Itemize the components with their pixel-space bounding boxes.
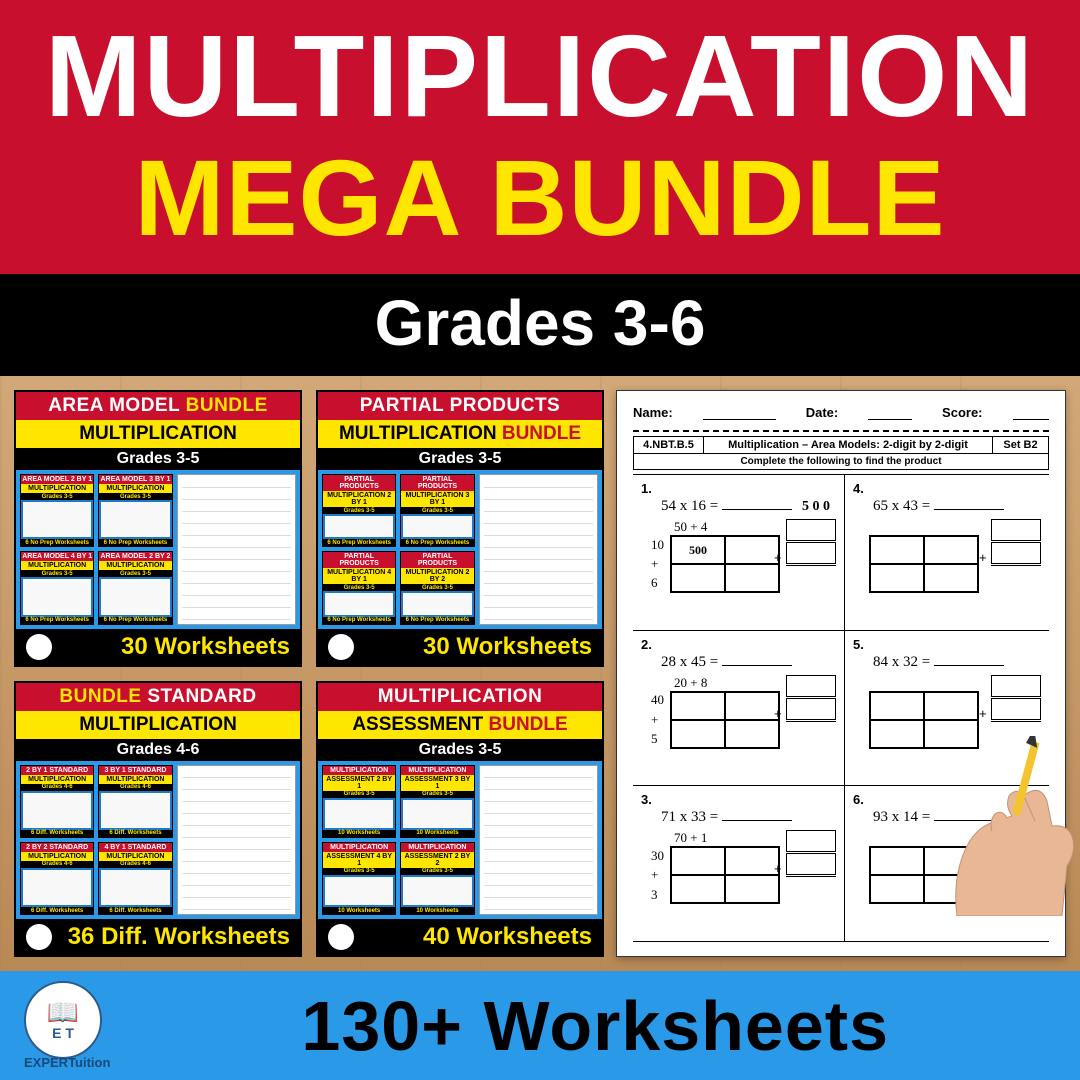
mini-grid: PARTIAL PRODUCTSMULTIPLICATION 2 BY 1Gra… xyxy=(322,474,475,625)
mini-card: AREA MODEL 4 BY 1MULTIPLICATIONGrades 3-… xyxy=(20,551,94,624)
content-area: AREA MODEL BUNDLE MULTIPLICATION Grades … xyxy=(0,376,1080,971)
logo-icon xyxy=(26,634,52,660)
problem: 2. 28 x 45 = 40+5 20 + 8 xyxy=(633,631,845,787)
card-grades: Grades 3-5 xyxy=(318,448,602,470)
mini-grid: MULTIPLICATIONASSESSMENT 2 BY 1Grades 3-… xyxy=(322,765,475,916)
sample-worksheet: Name: Date: Score: 4.NBT.B.5 Multiplicat… xyxy=(616,390,1066,957)
product-cover: MULTIPLICATION MEGA BUNDLE Grades 3-6 AR… xyxy=(0,0,1080,1080)
divider xyxy=(633,430,1049,432)
card-footer: 30 Worksheets xyxy=(16,629,300,665)
card-title-row2: ASSESSMENT BUNDLE xyxy=(318,711,602,739)
mini-card: PARTIAL PRODUCTSMULTIPLICATION 3 BY 1Gra… xyxy=(400,474,474,547)
mini-card: 4 BY 1 STANDARDMULTIPLICATIONGrades 4-66… xyxy=(98,842,172,915)
mini-card: MULTIPLICATIONASSESSMENT 2 BY 1Grades 3-… xyxy=(322,765,396,838)
bottom-bar: 📖 E T EXPERTuition 130+ Worksheets xyxy=(0,971,1080,1080)
problem: 5. 84 x 32 = xyxy=(845,631,1049,787)
card-sample-sheet xyxy=(479,765,598,916)
card-title-row1: AREA MODEL BUNDLE xyxy=(16,392,300,420)
logo-icon xyxy=(26,924,52,950)
card-grades: Grades 3-5 xyxy=(318,739,602,761)
card-title-row1: PARTIAL PRODUCTS xyxy=(318,392,602,420)
card-sample-sheet xyxy=(479,474,598,625)
mini-card: AREA MODEL 3 BY 1MULTIPLICATIONGrades 3-… xyxy=(98,474,172,547)
card-footer: 30 Worksheets xyxy=(318,629,602,665)
card-title-row2: MULTIPLICATION xyxy=(16,711,300,739)
card-body: 2 BY 1 STANDARDMULTIPLICATIONGrades 4-66… xyxy=(16,761,300,920)
grades-bar: Grades 3-6 xyxy=(0,274,1080,376)
worksheet-title-row: 4.NBT.B.5 Multiplication – Area Models: … xyxy=(633,436,1049,454)
problems-grid: 1.5 0 0 54 x 16 = 10+6 50 + 4 500 4. 65 … xyxy=(633,474,1049,942)
bundle-card-standard: BUNDLE STANDARD MULTIPLICATION Grades 4-… xyxy=(14,681,302,958)
card-title-row1: BUNDLE STANDARD xyxy=(16,683,300,711)
mini-card: PARTIAL PRODUCTSMULTIPLICATION 4 BY 1Gra… xyxy=(322,551,396,624)
card-title-row2: MULTIPLICATION BUNDLE xyxy=(318,420,602,448)
mini-card: MULTIPLICATIONASSESSMENT 4 BY 1Grades 3-… xyxy=(322,842,396,915)
problem: 1.5 0 0 54 x 16 = 10+6 50 + 4 500 xyxy=(633,475,845,631)
card-body: MULTIPLICATIONASSESSMENT 2 BY 1Grades 3-… xyxy=(318,761,602,920)
card-grades: Grades 4-6 xyxy=(16,739,300,761)
logo-icon xyxy=(328,634,354,660)
card-grades: Grades 3-5 xyxy=(16,448,300,470)
title-line-2: MEGA BUNDLE xyxy=(30,144,1050,252)
card-sample-sheet xyxy=(177,765,296,916)
worksheet-subtitle: Complete the following to find the produ… xyxy=(633,454,1049,470)
mini-card: MULTIPLICATIONASSESSMENT 3 BY 1Grades 3-… xyxy=(400,765,474,838)
mini-card: 2 BY 1 STANDARDMULTIPLICATIONGrades 4-66… xyxy=(20,765,94,838)
mini-card: PARTIAL PRODUCTSMULTIPLICATION 2 BY 2Gra… xyxy=(400,551,474,624)
bundle-cards-grid: AREA MODEL BUNDLE MULTIPLICATION Grades … xyxy=(14,390,604,957)
card-sample-sheet xyxy=(177,474,296,625)
logo-icon xyxy=(328,924,354,950)
card-body: PARTIAL PRODUCTSMULTIPLICATION 2 BY 1Gra… xyxy=(318,470,602,629)
mini-card: 2 BY 2 STANDARDMULTIPLICATIONGrades 4-66… xyxy=(20,842,94,915)
mini-card: 3 BY 1 STANDARDMULTIPLICATIONGrades 4-66… xyxy=(98,765,172,838)
mini-grid: 2 BY 1 STANDARDMULTIPLICATIONGrades 4-66… xyxy=(20,765,173,916)
bundle-card-partial-products: PARTIAL PRODUCTS MULTIPLICATION BUNDLE G… xyxy=(316,390,604,667)
mini-card: MULTIPLICATIONASSESSMENT 2 BY 2Grades 3-… xyxy=(400,842,474,915)
mini-card: PARTIAL PRODUCTSMULTIPLICATION 2 BY 1Gra… xyxy=(322,474,396,547)
mini-card: AREA MODEL 2 BY 1MULTIPLICATIONGrades 3-… xyxy=(20,474,94,547)
card-title-row1: MULTIPLICATION xyxy=(318,683,602,711)
worksheet-header-fields: Name: Date: Score: xyxy=(633,405,1049,420)
mini-grid: AREA MODEL 2 BY 1MULTIPLICATIONGrades 3-… xyxy=(20,474,173,625)
header-banner: MULTIPLICATION MEGA BUNDLE xyxy=(0,0,1080,274)
problem: 3. 71 x 33 = 30+3 70 + 1 xyxy=(633,786,845,942)
brand-block: 📖 E T EXPERTuition xyxy=(24,981,110,1070)
mini-card: AREA MODEL 2 BY 2MULTIPLICATIONGrades 3-… xyxy=(98,551,172,624)
problem: 6. 93 x 14 = xyxy=(845,786,1049,942)
brand-name: EXPERTuition xyxy=(24,1055,110,1070)
card-body: AREA MODEL 2 BY 1MULTIPLICATIONGrades 3-… xyxy=(16,470,300,629)
card-footer: 36 Diff. Worksheets xyxy=(16,919,300,955)
brand-logo-icon: 📖 E T xyxy=(24,981,102,1059)
worksheet-count: 130+ Worksheets xyxy=(134,986,1056,1066)
card-footer: 40 Worksheets xyxy=(318,919,602,955)
title-line-1: MULTIPLICATION xyxy=(30,18,1050,134)
bundle-card-assessment: MULTIPLICATION ASSESSMENT BUNDLE Grades … xyxy=(316,681,604,958)
card-title-row2: MULTIPLICATION xyxy=(16,420,300,448)
bundle-card-area-model: AREA MODEL BUNDLE MULTIPLICATION Grades … xyxy=(14,390,302,667)
problem: 4. 65 x 43 = xyxy=(845,475,1049,631)
